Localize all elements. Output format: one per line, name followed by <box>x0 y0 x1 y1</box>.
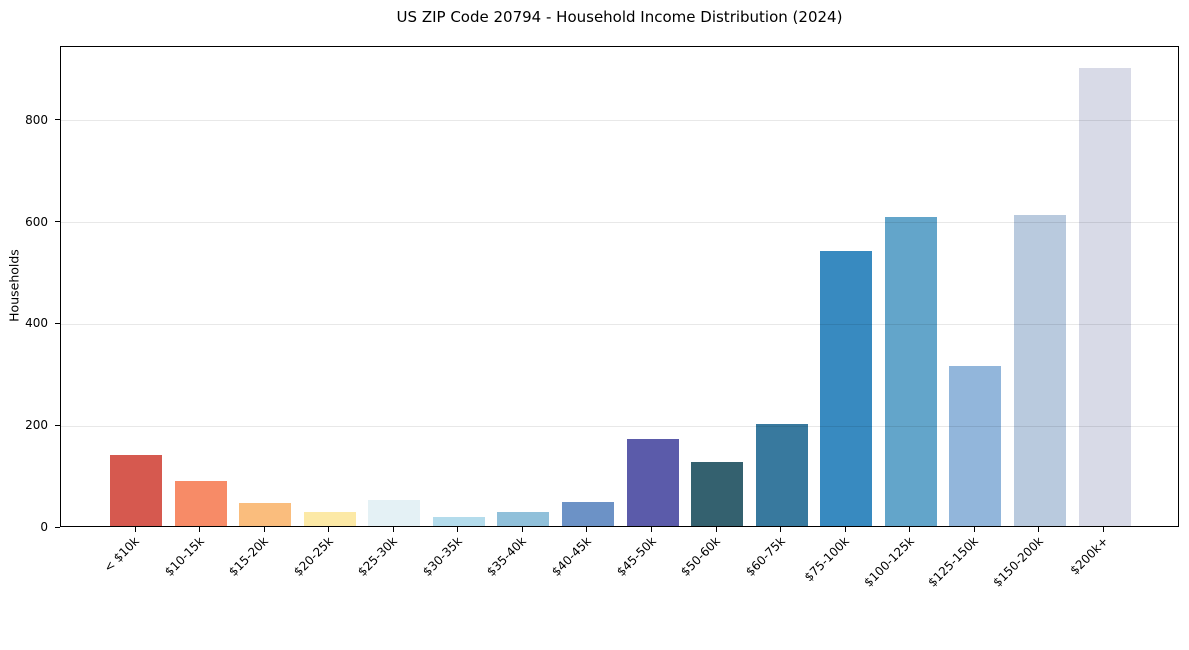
bar <box>949 365 1002 526</box>
y-gridline <box>61 425 1178 427</box>
y-gridline <box>61 323 1178 325</box>
x-tick-mark <box>844 527 846 532</box>
x-tick-label: $35-40k <box>484 534 530 579</box>
bar <box>497 512 550 526</box>
x-tick-mark <box>263 527 265 532</box>
bar <box>239 502 292 526</box>
x-tick-mark <box>134 527 136 532</box>
chart-title: US ZIP Code 20794 - Household Income Dis… <box>396 8 843 26</box>
bar <box>626 439 679 526</box>
y-tick-label: 400 <box>25 316 48 331</box>
x-tick-mark <box>651 527 653 532</box>
x-tick-label: $40-45k <box>549 534 594 579</box>
x-tick-label: $45-50k <box>613 534 659 579</box>
y-tick-mark <box>55 322 60 324</box>
y-gridline <box>61 120 1178 122</box>
x-tick-label: $25-30k <box>355 534 401 579</box>
x-tick-label: $50-60k <box>678 534 724 579</box>
x-tick-label: $30-35k <box>419 534 465 579</box>
y-tick-label: 0 <box>40 520 48 534</box>
y-tick-mark <box>55 424 60 426</box>
bar <box>820 251 873 526</box>
chart-figure: US ZIP Code 20794 - Household Income Dis… <box>6 8 1179 590</box>
x-tick-mark <box>909 527 911 532</box>
bar <box>174 481 227 526</box>
y-tick-mark <box>55 119 60 121</box>
x-tick-mark <box>328 527 330 532</box>
bar <box>884 216 937 526</box>
y-gridline <box>61 222 1178 224</box>
x-tick-mark <box>457 527 459 532</box>
x-tick-label: $75-100k <box>801 534 853 585</box>
bar <box>561 502 614 526</box>
bar <box>432 516 485 526</box>
x-tick-mark <box>392 527 394 532</box>
bar <box>368 499 421 526</box>
x-tick-label: $60-75k <box>742 534 788 579</box>
x-tick-label: < $10k <box>101 534 142 575</box>
bar <box>691 462 744 526</box>
x-tick-mark <box>715 527 717 532</box>
bar <box>110 454 162 526</box>
x-tick-mark <box>1103 527 1105 532</box>
y-tick-mark <box>55 526 60 528</box>
x-tick-label: $150-200k <box>990 534 1046 590</box>
x-tick-mark <box>973 527 975 532</box>
bar <box>755 424 808 526</box>
bar <box>1078 67 1131 526</box>
x-tick-label: $20-25k <box>290 534 336 579</box>
x-tick-mark <box>521 527 523 532</box>
x-tick-label: $100-125k <box>861 534 917 590</box>
x-tick-label: $125-150k <box>925 534 982 590</box>
x-tick-label: $15-20k <box>226 534 272 579</box>
x-tick-mark <box>586 527 588 532</box>
x-tick-mark <box>780 527 782 532</box>
bar <box>1013 214 1066 526</box>
y-tick-label: 600 <box>25 214 48 229</box>
x-tick-label: $200k+ <box>1066 534 1111 578</box>
x-tick-label: $10-15k <box>161 534 207 579</box>
x-tick-mark <box>199 527 201 532</box>
x-tick-mark <box>1038 527 1040 532</box>
y-tick-mark <box>55 221 60 223</box>
plot-area <box>60 46 1179 527</box>
y-tick-label: 200 <box>25 418 48 433</box>
bar <box>303 511 356 526</box>
y-tick-label: 800 <box>25 112 48 127</box>
